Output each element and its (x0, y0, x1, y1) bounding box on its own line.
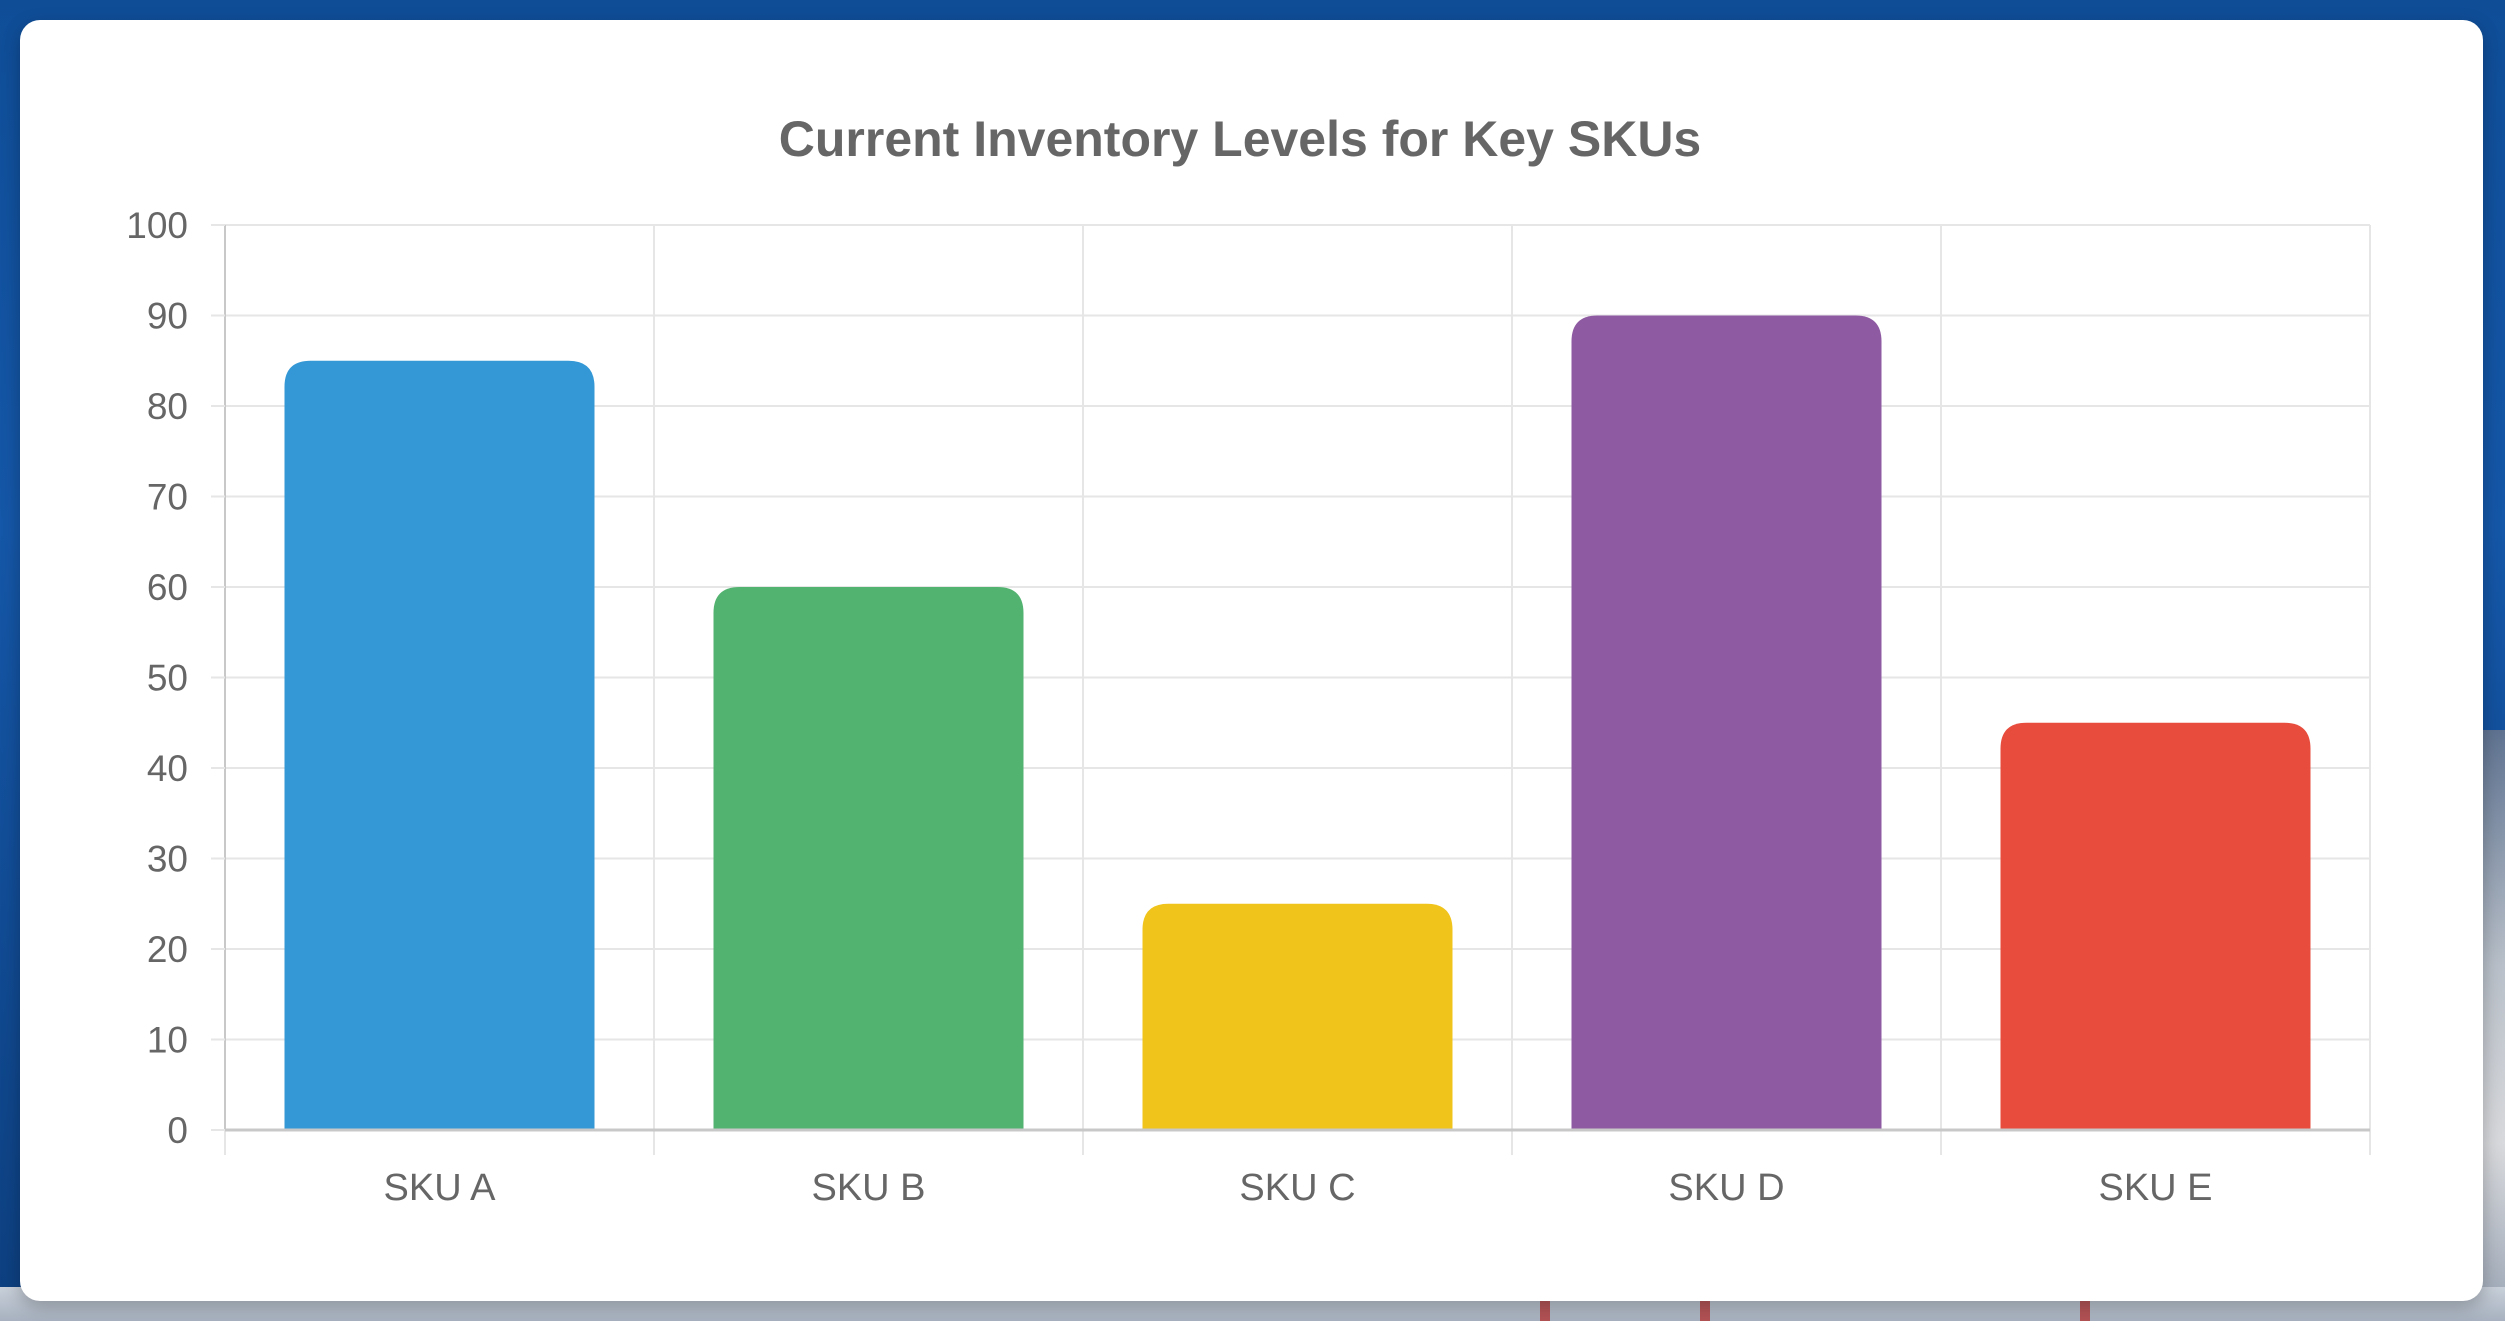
x-tick-label: SKU A (384, 1167, 497, 1209)
y-tick-label: 90 (147, 296, 188, 337)
y-tick-label: 30 (147, 839, 188, 880)
y-tick-label: 40 (147, 748, 188, 789)
bar-sku-a (284, 360, 595, 1130)
x-tick-label: SKU E (2098, 1167, 2212, 1209)
x-tick-label: SKU D (1668, 1167, 1784, 1209)
background-post (1700, 1291, 1710, 1321)
x-tick-label: SKU C (1239, 1167, 1355, 1209)
bar-sku-e (2000, 722, 2311, 1130)
chart-title: Current Inventory Levels for Key SKUs (779, 111, 1702, 167)
y-tick-label: 10 (147, 1020, 188, 1061)
x-axis-ticks: SKU A SKU B SKU C SKU D SKU E (384, 1167, 2213, 1209)
y-axis-ticks: 0 10 20 30 40 50 60 70 80 90 100 (126, 205, 225, 1151)
x-tick-label: SKU B (811, 1167, 925, 1209)
y-tick-label: 0 (167, 1110, 188, 1151)
y-tick-label: 20 (147, 929, 188, 970)
bar-sku-c (1142, 903, 1453, 1130)
bar-sku-d (1571, 315, 1882, 1130)
y-tick-label: 60 (147, 567, 188, 608)
y-tick-label: 80 (147, 386, 188, 427)
y-tick-label: 70 (147, 477, 188, 518)
bars (284, 315, 2311, 1130)
y-tick-label: 50 (147, 658, 188, 699)
bar-sku-b (713, 587, 1024, 1130)
background-post (2080, 1291, 2090, 1321)
y-tick-label: 100 (126, 205, 188, 246)
background-post (1540, 1291, 1550, 1321)
